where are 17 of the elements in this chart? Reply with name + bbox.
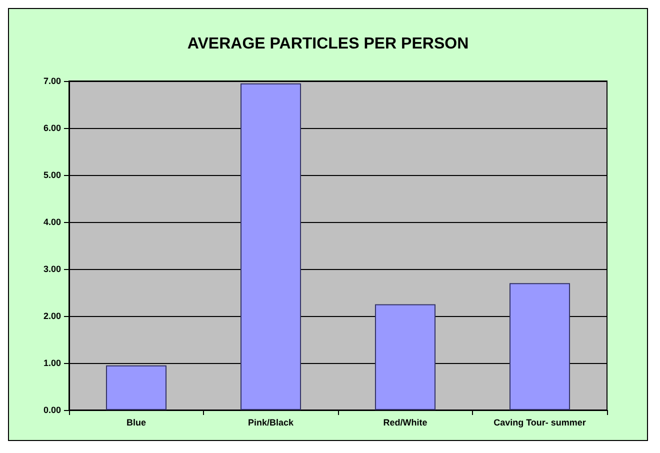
y-tick-label: 1.00 (43, 358, 61, 368)
y-tick-label: 7.00 (43, 76, 61, 86)
bar (509, 283, 570, 410)
x-tick-label: Caving Tour- summer (494, 418, 586, 428)
y-tick-label: 6.00 (43, 123, 61, 133)
bar (106, 365, 167, 410)
y-tick-label: 2.00 (43, 311, 61, 321)
y-tick-label: 3.00 (43, 264, 61, 274)
y-tick-label: 5.00 (43, 170, 61, 180)
x-tick-label: Pink/Black (248, 418, 294, 428)
chart-title: AVERAGE PARTICLES PER PERSON (187, 36, 469, 52)
bar (374, 304, 436, 410)
x-tick-label: Red/White (383, 418, 428, 428)
y-tick-label: 4.00 (43, 217, 61, 227)
x-tick-label: Blue (126, 418, 146, 428)
bar (240, 83, 302, 410)
y-tick-label: 0.00 (43, 405, 61, 415)
